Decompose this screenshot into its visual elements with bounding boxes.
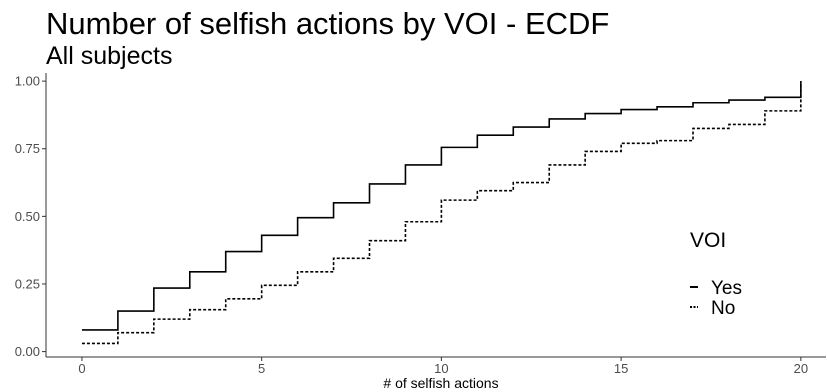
- chart-title: Number of selfish actions by VOI - ECDF: [46, 6, 610, 41]
- series-line-yes: [81, 81, 802, 331]
- legend-label-no: No: [711, 298, 735, 319]
- x-axis-title: # of selfish actions: [383, 375, 498, 391]
- y-tick-label: 0.00: [15, 344, 40, 359]
- x-tick-label: 5: [258, 361, 265, 376]
- y-ticks: 0.00 0.25 0.50 0.75 1.00: [15, 74, 46, 359]
- legend: VOI Yes No: [690, 229, 742, 319]
- series-layer: [81, 81, 802, 345]
- legend-label-yes: Yes: [711, 278, 742, 299]
- x-tick-label: 10: [434, 361, 448, 376]
- y-tick-label: 0.50: [15, 209, 40, 224]
- x-tick-label: 15: [614, 361, 628, 376]
- x-ticks: 0 5 10 15 20: [78, 357, 808, 376]
- x-tick-label: 20: [794, 361, 808, 376]
- x-tick-label: 0: [78, 361, 85, 376]
- y-tick-label: 0.25: [15, 276, 40, 291]
- legend-title: VOI: [690, 229, 726, 252]
- y-tick-label: 0.75: [15, 141, 40, 156]
- series-line-no: [81, 81, 802, 345]
- y-tick-label: 1.00: [15, 74, 40, 89]
- chart-subtitle: All subjects: [46, 42, 173, 70]
- axis-lines: [45, 73, 826, 358]
